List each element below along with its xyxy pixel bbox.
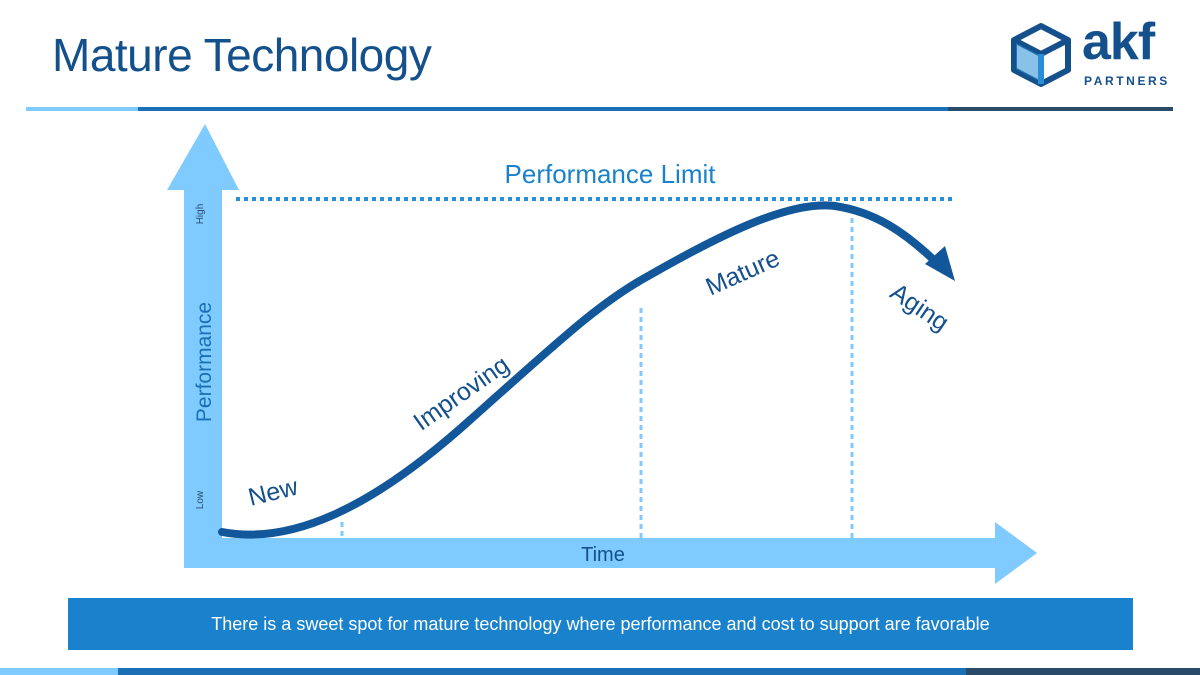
performance-limit-label: Performance Limit xyxy=(505,159,717,189)
stage-label-aging: Aging xyxy=(885,278,954,337)
y-low-label: Low xyxy=(195,490,206,509)
cube-icon xyxy=(1011,23,1071,87)
y-axis-label: Performance xyxy=(193,302,216,422)
lifecycle-curve xyxy=(218,201,942,539)
footer-rule xyxy=(0,668,1200,675)
logo-subtitle: PARTNERS xyxy=(1084,74,1170,88)
stage-label-new: New xyxy=(245,472,301,511)
stage-label-mature: Mature xyxy=(702,244,784,301)
akf-logo: akf PARTNERS xyxy=(1008,13,1178,92)
y-high-label: High xyxy=(195,204,206,225)
logo-wordmark: akf xyxy=(1082,13,1155,71)
x-axis-arrow xyxy=(184,522,1037,584)
technology-lifecycle-diagram: Performance Limit Performance High Low T… xyxy=(167,124,1037,584)
stage-separators xyxy=(340,218,854,538)
callout-banner: There is a sweet spot for mature technol… xyxy=(68,598,1133,650)
x-axis-label: Time xyxy=(581,544,625,566)
curve-arrowhead xyxy=(925,246,955,281)
page-title: Mature Technology xyxy=(52,29,432,81)
header-rule xyxy=(26,107,1173,111)
y-axis-arrow xyxy=(167,124,239,568)
